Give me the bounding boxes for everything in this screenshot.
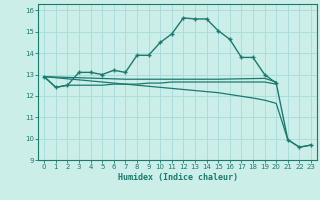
- X-axis label: Humidex (Indice chaleur): Humidex (Indice chaleur): [118, 173, 238, 182]
